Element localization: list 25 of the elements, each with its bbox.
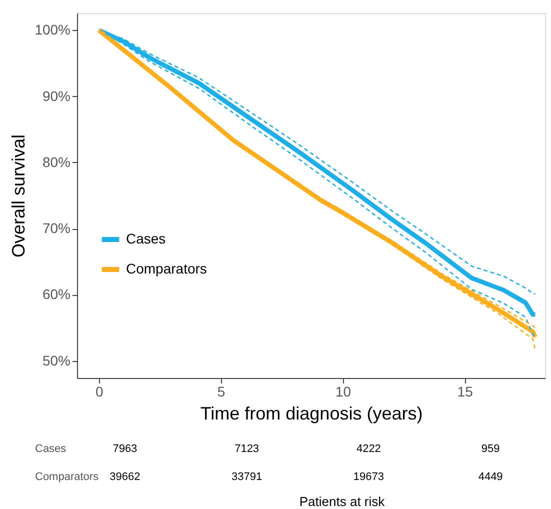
legend-label: Comparators bbox=[126, 260, 207, 276]
text: 7123 bbox=[234, 443, 260, 455]
x-axis-title: Time from diagnosis (years) bbox=[200, 404, 423, 424]
text: Cases bbox=[35, 443, 67, 455]
y-tick-label: 100% bbox=[34, 22, 70, 38]
text: 33791 bbox=[232, 471, 262, 483]
y-tick-label: 50% bbox=[42, 352, 70, 368]
text: 39662 bbox=[110, 471, 140, 483]
text: 959 bbox=[481, 443, 500, 455]
legend-label: Cases bbox=[126, 230, 166, 246]
text: Comparators bbox=[35, 471, 100, 483]
y-tick-label: 80% bbox=[42, 154, 70, 170]
text: 7963 bbox=[112, 443, 138, 455]
y-tick-label: 90% bbox=[42, 88, 70, 104]
y-tick-label: 60% bbox=[42, 286, 70, 302]
y-tick-label: 70% bbox=[42, 220, 70, 236]
x-tick-label: 10 bbox=[335, 384, 352, 400]
x-tick-label: 5 bbox=[217, 384, 226, 400]
y-axis-title: Overall survival bbox=[8, 134, 29, 258]
x-tick-label: 15 bbox=[457, 384, 474, 400]
text: 19673 bbox=[353, 471, 384, 483]
text: Patients at risk bbox=[299, 494, 386, 509]
text: 4222 bbox=[356, 443, 381, 455]
text: 4449 bbox=[478, 471, 503, 483]
x-tick-label: 0 bbox=[96, 384, 104, 400]
